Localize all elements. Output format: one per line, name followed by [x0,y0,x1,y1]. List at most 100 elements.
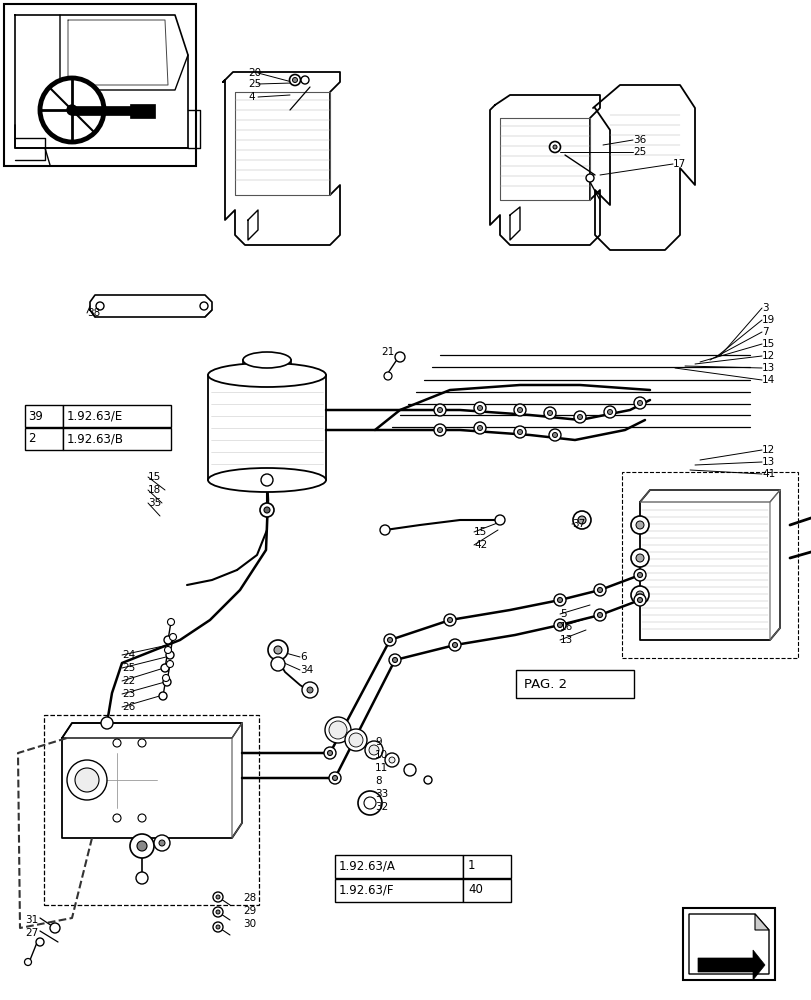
Circle shape [513,404,526,416]
Circle shape [404,764,415,776]
Circle shape [543,407,556,419]
Circle shape [268,640,288,660]
Circle shape [327,750,332,756]
Text: 34: 34 [299,665,313,675]
Text: 42: 42 [474,540,487,550]
Text: 13: 13 [560,635,573,645]
Circle shape [607,410,611,414]
Text: 38: 38 [87,308,100,318]
Circle shape [495,515,504,525]
Circle shape [159,692,167,700]
Circle shape [557,622,562,628]
Bar [515,670,633,698]
Circle shape [162,674,169,682]
Circle shape [212,892,223,902]
Circle shape [474,402,486,414]
Bar [25,405,63,427]
Polygon shape [689,914,768,974]
Text: 1.92.63/E: 1.92.63/E [67,410,123,422]
Circle shape [474,422,486,434]
Text: 10: 10 [375,750,388,760]
Text: 15: 15 [148,472,161,482]
Circle shape [290,74,300,86]
Circle shape [517,408,521,412]
Bar [335,879,462,902]
Text: 32: 32 [375,802,388,812]
Text: 35: 35 [148,498,161,508]
Circle shape [138,739,146,747]
Text: 2: 2 [28,432,36,446]
Text: 11: 11 [375,763,388,773]
Circle shape [216,895,220,899]
Circle shape [603,406,616,418]
Text: 4: 4 [247,92,255,102]
Circle shape [96,302,104,310]
Text: PAG. 2: PAG. 2 [523,678,566,690]
Circle shape [324,717,350,743]
Circle shape [444,614,456,626]
Text: 37: 37 [571,519,585,529]
Text: 40: 40 [467,884,483,896]
Text: 23: 23 [122,689,135,699]
Ellipse shape [208,468,325,492]
Circle shape [301,76,309,84]
Bar [63,405,171,427]
Polygon shape [754,914,768,930]
Text: 28: 28 [242,893,256,903]
Circle shape [477,406,482,410]
Circle shape [307,687,312,693]
Circle shape [513,426,526,438]
Circle shape [67,105,77,115]
Circle shape [630,516,648,534]
Circle shape [165,646,171,654]
Circle shape [633,397,646,409]
Circle shape [549,141,560,153]
Text: 29: 29 [242,906,256,916]
Circle shape [163,678,171,686]
Circle shape [271,657,285,671]
Ellipse shape [242,352,290,368]
Circle shape [36,938,44,946]
Circle shape [212,907,223,917]
Text: 41: 41 [761,469,775,479]
Circle shape [137,841,147,851]
Circle shape [388,757,394,763]
Circle shape [547,410,551,416]
Circle shape [553,619,565,631]
Circle shape [437,428,442,432]
Bar [682,908,774,980]
Circle shape [332,776,337,780]
Circle shape [597,587,602,592]
Text: 22: 22 [122,676,135,686]
Text: 16: 16 [560,622,573,632]
Circle shape [586,174,594,182]
Text: 27: 27 [25,928,38,938]
Circle shape [200,302,208,310]
Circle shape [573,411,586,423]
Text: 36: 36 [633,135,646,145]
Bar [335,855,462,878]
Text: 30: 30 [242,919,255,929]
Circle shape [630,586,648,604]
Circle shape [138,814,146,822]
Circle shape [637,597,642,602]
Ellipse shape [208,363,325,387]
Circle shape [637,572,642,578]
Text: 25: 25 [247,79,261,89]
Circle shape [324,747,336,759]
Circle shape [548,429,560,441]
Circle shape [448,639,461,651]
Circle shape [165,651,174,659]
Circle shape [635,521,643,529]
Text: 25: 25 [633,147,646,157]
Circle shape [365,741,383,759]
Text: 25: 25 [122,663,135,673]
Circle shape [164,636,172,644]
Bar [4,4,195,166]
Text: 13: 13 [761,457,775,467]
Circle shape [349,733,363,747]
Text: 9: 9 [375,737,381,747]
Circle shape [517,430,521,434]
Circle shape [573,511,590,529]
Text: 1.92.63/A: 1.92.63/A [338,859,396,872]
